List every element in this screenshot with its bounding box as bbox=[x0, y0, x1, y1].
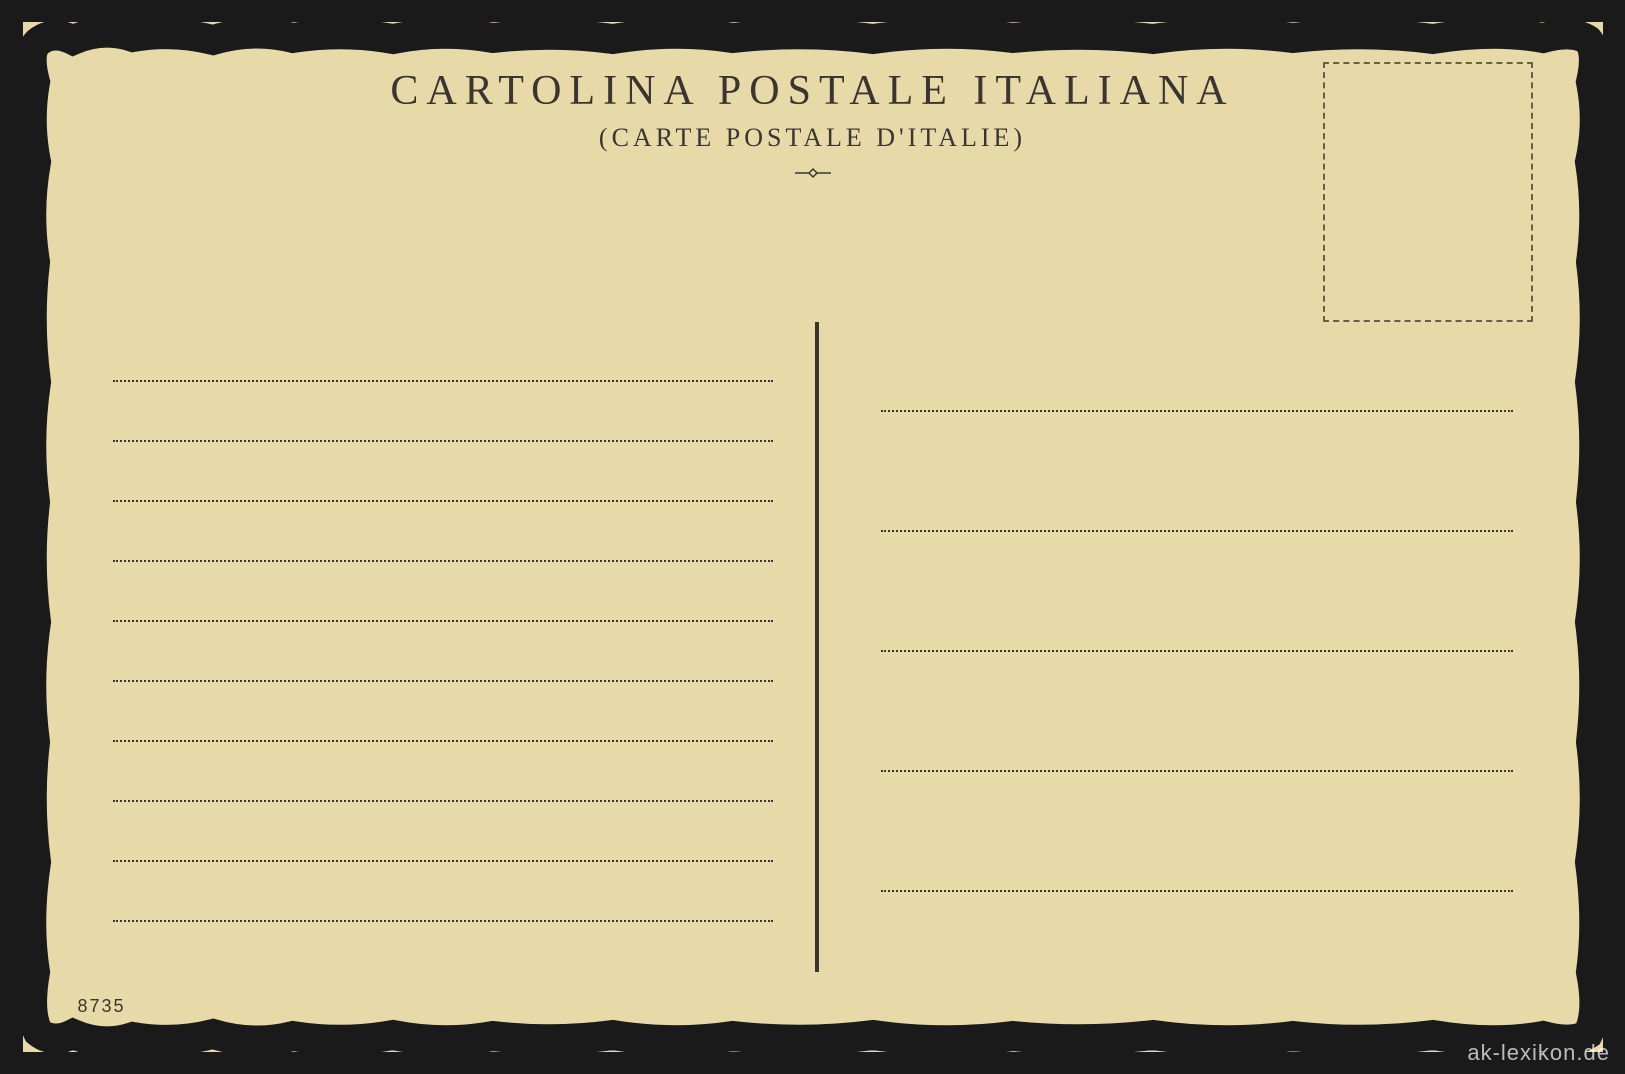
message-line bbox=[113, 502, 773, 562]
message-line bbox=[113, 742, 773, 802]
message-line bbox=[113, 802, 773, 862]
address-area bbox=[821, 322, 1513, 972]
message-line bbox=[113, 382, 773, 442]
stamp-box bbox=[1323, 62, 1533, 322]
watermark: ak-lexikon.de bbox=[1467, 1040, 1610, 1066]
message-line bbox=[113, 862, 773, 922]
serial-number: 8735 bbox=[78, 996, 126, 1017]
postcard-back: CARTOLINA POSTALE ITALIANA (CARTE POSTAL… bbox=[23, 22, 1603, 1052]
message-line bbox=[113, 322, 773, 382]
center-divider bbox=[815, 322, 819, 972]
address-line bbox=[881, 532, 1513, 652]
address-line bbox=[881, 322, 1513, 412]
message-area bbox=[113, 322, 813, 972]
message-line bbox=[113, 562, 773, 622]
content-area bbox=[113, 322, 1513, 972]
message-line bbox=[113, 622, 773, 682]
message-line bbox=[113, 682, 773, 742]
address-line bbox=[881, 412, 1513, 532]
address-line bbox=[881, 772, 1513, 892]
message-line bbox=[113, 442, 773, 502]
address-line bbox=[881, 652, 1513, 772]
